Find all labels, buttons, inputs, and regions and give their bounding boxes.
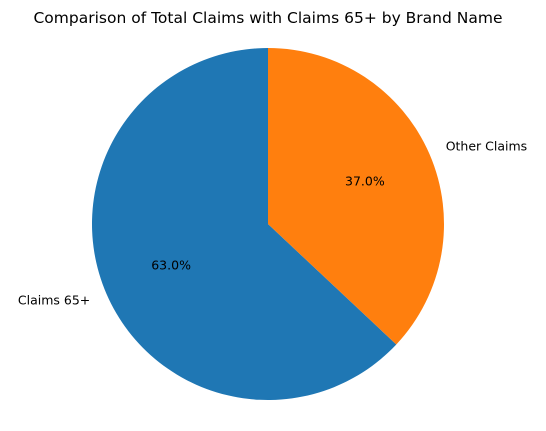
pie-labels: Claims 65+ 63.0% Other Claims 37.0% bbox=[18, 139, 527, 308]
slice-label-other-claims: Other Claims bbox=[446, 139, 528, 154]
pie-slice-claims-65 bbox=[92, 48, 397, 400]
pie-slices bbox=[92, 48, 445, 400]
pct-label-claims-65: 63.0% bbox=[151, 257, 191, 272]
slice-label-claims-65: Claims 65+ bbox=[18, 292, 90, 307]
pie-slice-other-claims bbox=[268, 48, 445, 345]
chart-title: Comparison of Total Claims with Claims 6… bbox=[33, 9, 502, 27]
pct-label-other-claims: 37.0% bbox=[345, 174, 385, 189]
